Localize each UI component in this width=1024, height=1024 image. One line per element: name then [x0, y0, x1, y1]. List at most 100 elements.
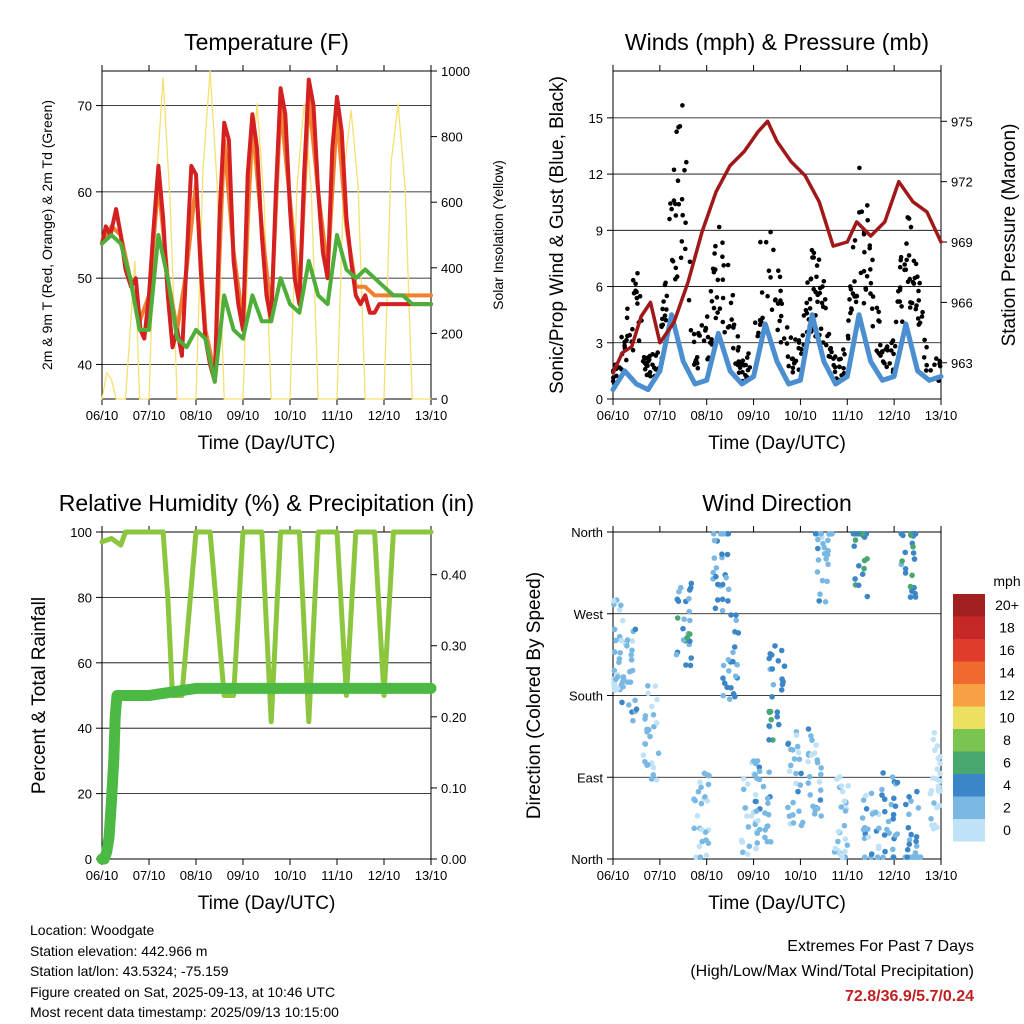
gust-point	[624, 357, 629, 363]
gust-point	[735, 334, 741, 339]
direction-point	[879, 786, 885, 793]
precip-series-line	[96, 682, 437, 865]
gust-point	[889, 348, 894, 353]
gust-point	[907, 276, 913, 282]
direction-point	[913, 838, 919, 845]
direction-point	[752, 792, 759, 798]
rh-x-tick-label: 06/10	[86, 868, 119, 883]
legend-label: 0	[1003, 822, 1011, 838]
direction-point	[910, 544, 916, 550]
gust-point	[699, 323, 705, 328]
direction-point	[907, 594, 914, 600]
direction-point	[611, 626, 618, 633]
direction-point	[649, 703, 655, 710]
gust-point	[827, 354, 833, 360]
direction-point	[821, 550, 828, 557]
temp-y2-tick-label: 1000	[441, 64, 470, 79]
direction-point	[779, 676, 785, 682]
gust-point	[832, 369, 838, 375]
gust-point	[867, 243, 873, 248]
dir-x-tick-label: 08/10	[690, 868, 723, 883]
temp-y2-tick-label: 400	[441, 261, 463, 276]
gust-point	[625, 306, 630, 312]
direction-point	[774, 709, 781, 715]
gust-point	[853, 299, 859, 305]
direction-point	[859, 815, 866, 821]
rh-x-axis-label: Time (Day/UTC)	[198, 893, 336, 914]
gust-point	[846, 336, 851, 341]
wind-y-tick-label: 0	[596, 392, 603, 407]
humidity-precip-panel: 06/10 07/10 08/10 09/10 10/10 11/10 12/10 13/10…	[29, 490, 474, 914]
gust-point	[746, 351, 751, 356]
gust-point	[912, 275, 918, 281]
direction-point	[615, 674, 621, 680]
temp-y-tick-label: 60	[78, 185, 92, 200]
gust-point	[784, 341, 790, 346]
gust-point	[674, 129, 679, 134]
direction-point	[766, 723, 772, 729]
gust-point	[682, 168, 687, 173]
direction-point	[730, 649, 736, 656]
wind-x-tick-label: 10/10	[784, 408, 817, 423]
gust-point	[714, 295, 720, 300]
wind-frame	[612, 70, 942, 400]
direction-point	[879, 792, 885, 798]
direction-point	[753, 808, 760, 814]
direction-point	[739, 839, 745, 845]
pressure-series-line	[611, 119, 943, 375]
gust-point	[725, 325, 731, 330]
gust-point	[678, 255, 684, 261]
data-timestamp: Most recent data timestamp: 2025/09/13 1…	[30, 1004, 339, 1020]
rh-y-axis-label: Percent & Total Rainfall	[29, 597, 50, 794]
gust-point	[778, 340, 784, 345]
direction-point	[904, 854, 911, 860]
direction-point	[796, 808, 802, 814]
gust-point	[861, 268, 867, 274]
gust-point	[662, 313, 668, 319]
direction-point	[791, 756, 798, 762]
direction-point	[790, 820, 797, 826]
direction-point	[768, 716, 774, 723]
wind-x-tick-label: 07/10	[644, 408, 677, 423]
gust-point	[841, 366, 846, 371]
direction-point	[774, 714, 780, 720]
direction-point	[693, 854, 699, 860]
direction-point	[730, 691, 737, 697]
wind-y-tick-label: 12	[589, 167, 603, 182]
direction-point	[733, 617, 739, 624]
temp-x-tick-label: 06/10	[86, 408, 119, 423]
direction-point	[818, 813, 824, 819]
gust-point	[793, 337, 798, 342]
direction-point	[794, 743, 801, 750]
direction-point	[880, 854, 886, 860]
gust-point	[919, 314, 925, 319]
gust-point	[731, 345, 736, 351]
legend-swatch	[953, 594, 985, 617]
direction-point	[742, 805, 749, 811]
dir-x-tick-label: 09/10	[737, 868, 770, 883]
direction-point	[770, 681, 777, 688]
direction-point	[927, 790, 934, 797]
direction-point	[733, 612, 739, 618]
direction-point	[650, 772, 657, 778]
legend-label: 20+	[995, 597, 1019, 613]
gust-point	[788, 335, 794, 340]
gust-point	[911, 258, 917, 264]
direction-point	[890, 846, 896, 853]
direction-point	[868, 851, 875, 857]
dir-x-tick-label: 06/10	[597, 868, 630, 883]
direction-point	[688, 585, 694, 591]
temp-y-tick-label: 40	[78, 357, 92, 372]
gust-point	[622, 343, 627, 349]
direction-point	[906, 794, 912, 800]
direction-point	[890, 816, 896, 822]
gust-point	[713, 315, 719, 321]
direction-point	[618, 637, 624, 644]
gust-point	[630, 326, 635, 332]
direction-point	[752, 798, 759, 805]
temp-x-tick-label: 13/10	[415, 408, 448, 423]
direction-point	[909, 588, 915, 594]
wind-direction-panel: 06/10 07/10 08/10 09/10 10/10 11/10 12/10 13/10…	[524, 490, 1021, 914]
direction-point	[805, 726, 812, 732]
gust-point	[897, 287, 903, 293]
